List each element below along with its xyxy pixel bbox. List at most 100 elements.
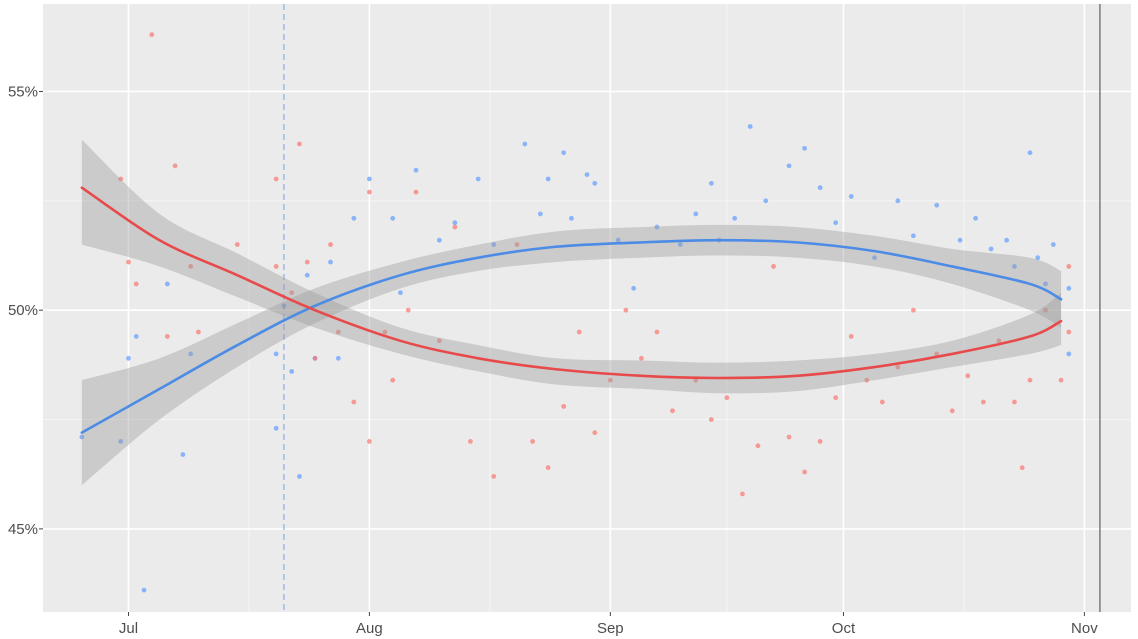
blue-poll-point [281, 303, 287, 309]
red-poll-point [802, 469, 807, 475]
trend-lines [80, 186, 1063, 434]
x-tick-label: Nov [1071, 620, 1098, 637]
major-gridlines [43, 4, 1131, 612]
red-poll-point [996, 338, 1002, 344]
red-poll-point [654, 329, 660, 335]
blue-poll-point [335, 355, 341, 361]
red-poll-point [1019, 465, 1025, 471]
red-poll-point [468, 439, 473, 444]
blue-poll-point [569, 215, 574, 221]
red-poll-point [390, 377, 396, 383]
red-poll-point [133, 281, 139, 287]
red-poll-point [1058, 377, 1064, 383]
red-poll-point [771, 264, 776, 269]
blue-poll-point [872, 255, 877, 261]
blue-poll-point [747, 124, 753, 129]
red-poll-point [864, 377, 870, 383]
red-poll-point [273, 176, 279, 182]
blue-poll-point [957, 237, 963, 243]
red-poll-point [382, 329, 388, 335]
blue-poll-point [592, 180, 598, 186]
red-poll-point [118, 176, 124, 182]
red-poll-point [367, 439, 372, 444]
blue-poll-point [390, 215, 396, 221]
blue-poll-point [631, 285, 637, 291]
blue-poll-point [1035, 255, 1041, 261]
blue-poll-point [988, 246, 994, 252]
red-poll-point [1066, 264, 1072, 269]
blue-poll-point [491, 242, 497, 247]
blue-poll-point [973, 215, 978, 221]
blue-poll-point [126, 355, 131, 361]
blue-poll-point [304, 272, 310, 278]
red-poll-point [545, 465, 551, 471]
plot-panel [43, 4, 1131, 612]
blue-poll-point [289, 369, 295, 374]
blue-poll-point [537, 211, 543, 217]
x-tick-label: Sep [597, 620, 624, 637]
red-poll-point [724, 395, 730, 401]
red-poll-point [149, 32, 155, 38]
blue-poll-point [367, 176, 372, 182]
blue-poll-point [802, 145, 807, 151]
red-confidence-band [81, 139, 1062, 394]
red-poll-point [289, 290, 295, 296]
x-tick-label: Jul [119, 620, 138, 637]
red-poll-point [351, 399, 357, 405]
red-poll-point [708, 417, 714, 422]
blue-poll-point [297, 474, 302, 479]
blue-poll-point [934, 202, 940, 208]
blue-poll-point [273, 425, 279, 431]
red-poll-point [934, 351, 940, 357]
blue-poll-point [763, 198, 769, 204]
red-poll-point [1012, 399, 1017, 405]
red-poll-point [592, 430, 598, 436]
y-axis: 45% 50% 55% [8, 83, 43, 538]
red-poll-point [188, 264, 194, 269]
red-poll-point [607, 377, 613, 383]
blue-poll-point [833, 220, 839, 226]
blue-poll-point [522, 141, 528, 147]
x-axis: Jul Aug Sep Oct Nov [119, 612, 1098, 637]
red-poll-point [304, 259, 310, 265]
minor-gridlines [43, 4, 1131, 612]
blue-poll-point [164, 281, 170, 287]
blue-poll-point [786, 163, 792, 169]
red-poll-point [623, 307, 629, 313]
red-poll-point [452, 224, 458, 230]
red-poll-point [879, 399, 885, 405]
y-tick-label: 45% [8, 521, 38, 538]
blue-poll-point [911, 233, 916, 239]
red-poll-point [740, 491, 745, 497]
blue-poll-point [1066, 351, 1072, 357]
blue-poll-point [188, 351, 194, 357]
red-poll-point [514, 242, 520, 247]
red-poll-point [1043, 307, 1048, 313]
red-poll-point [273, 264, 279, 269]
blue-poll-point [615, 237, 621, 243]
red-poll-point [491, 474, 497, 479]
blue-poll-point [141, 587, 147, 593]
red-poll-point [895, 364, 901, 370]
poll-points [79, 32, 1072, 593]
blue-poll-point [1012, 264, 1017, 269]
red-poll-point [670, 408, 675, 414]
red-poll-point [234, 242, 240, 247]
red-poll-point [576, 329, 582, 335]
red-poll-point [817, 439, 823, 444]
x-tick-label: Aug [356, 620, 383, 637]
red-poll-point [367, 189, 372, 195]
red-poll-point [164, 334, 170, 339]
red-poll-point [980, 399, 986, 405]
red-poll-point [755, 443, 761, 449]
red-poll-point [561, 404, 567, 409]
blue-poll-point [436, 237, 442, 243]
blue-confidence-band [81, 224, 1062, 486]
blue-poll-point [1043, 281, 1048, 287]
red-poll-point [436, 338, 442, 344]
red-poll-point [1066, 329, 1072, 335]
blue-poll-point [351, 215, 357, 221]
red-poll-point [413, 189, 419, 195]
blue-poll-point [273, 351, 279, 357]
